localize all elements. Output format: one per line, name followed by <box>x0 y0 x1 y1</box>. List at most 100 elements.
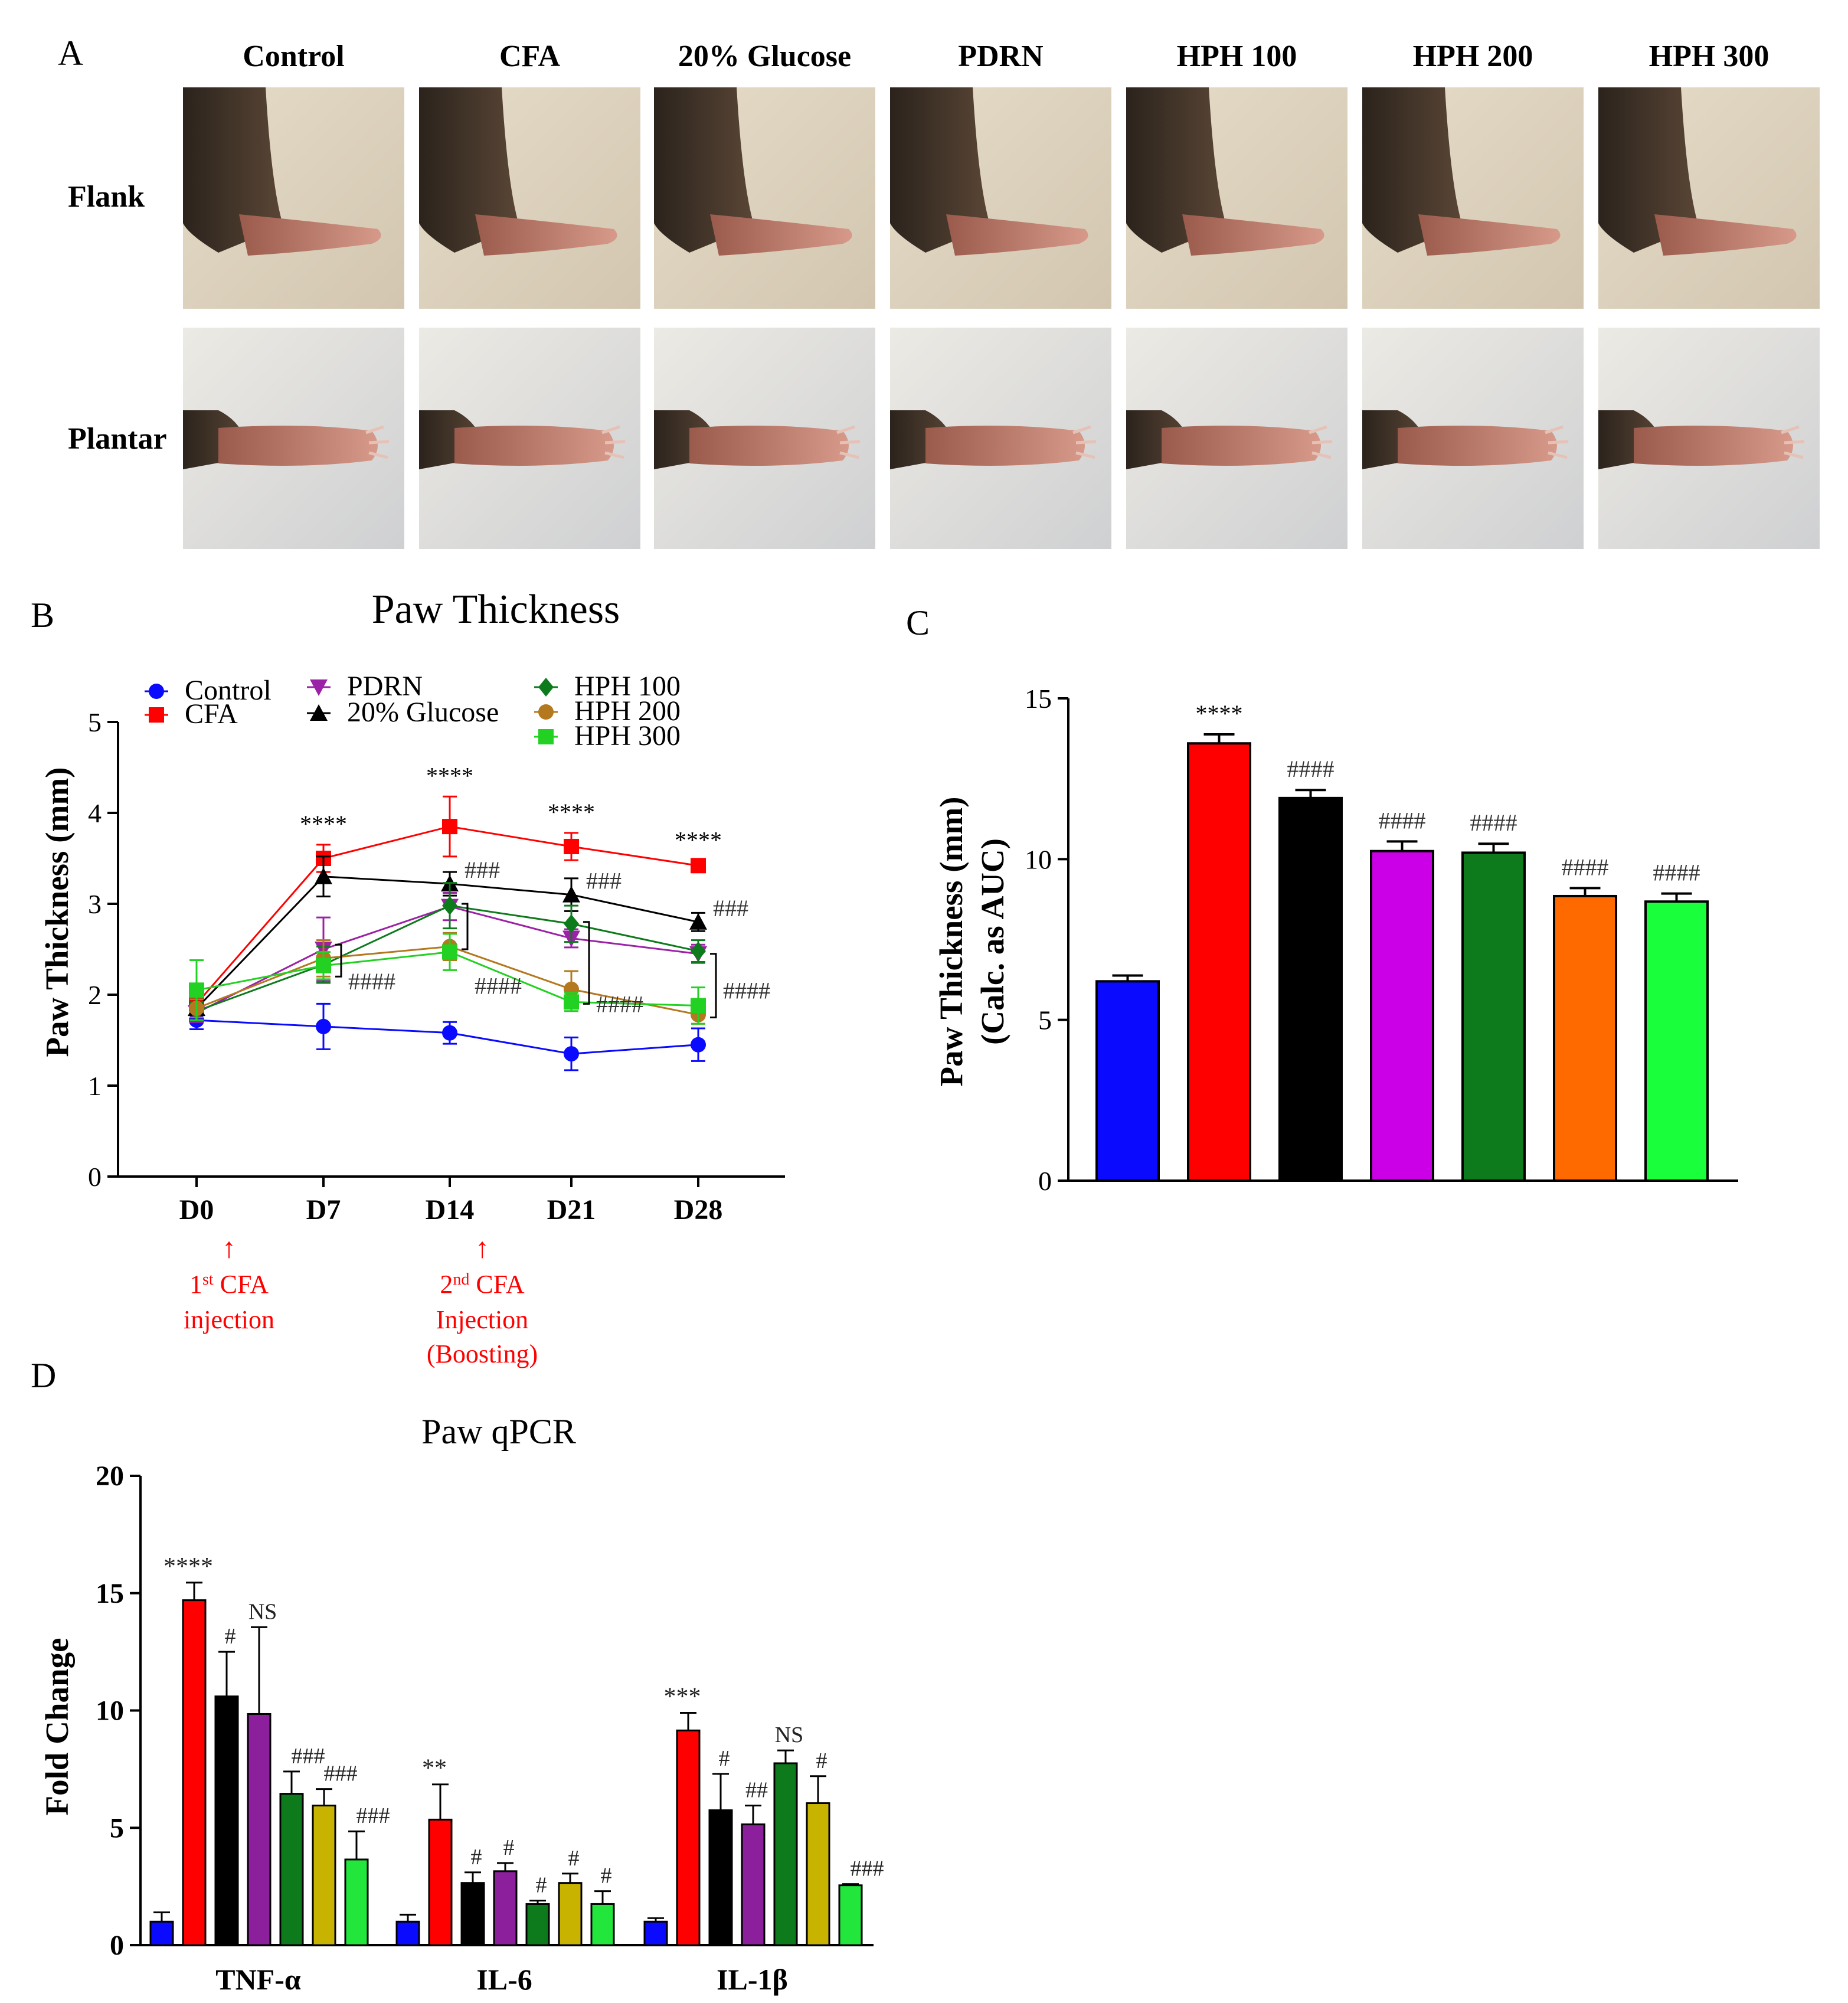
significance-label: **** <box>426 762 473 789</box>
paw-shape <box>710 214 852 256</box>
chart-c: 0 5 10 15 **** #### #### #### #### #### <box>1025 684 1738 1196</box>
x-tick-label: IL-1β <box>717 1963 788 1996</box>
data-point <box>442 896 457 916</box>
data-point <box>562 885 580 903</box>
photo-tile <box>183 87 404 309</box>
y-tick-label: 0 <box>88 1162 102 1192</box>
data-point <box>564 914 579 933</box>
data-point <box>691 1037 706 1053</box>
injection-label: (Boosting) <box>427 1339 538 1368</box>
paw-shape <box>946 214 1088 256</box>
legend-marker <box>310 679 328 696</box>
bar <box>344 1858 369 1946</box>
series-hph-300 <box>189 933 706 1025</box>
y-tick-label: 15 <box>1025 684 1052 714</box>
legend-label: CFA <box>185 698 238 730</box>
data-point <box>442 819 457 835</box>
toe-shape <box>1781 425 1805 459</box>
injection-label: Injection <box>436 1305 528 1334</box>
chart-b-ylabel: Paw Thickness (mm) <box>39 767 75 1057</box>
bar <box>395 1920 420 1946</box>
bar <box>708 1809 733 1946</box>
bar <box>773 1762 798 1946</box>
column-label: HPH 300 <box>1649 40 1769 73</box>
fur-shape <box>419 87 519 253</box>
panel-a: A Control CFA 20% Glucose PDRN HPH 100 HPH 20… <box>58 34 1820 549</box>
series-control <box>189 1002 706 1071</box>
paw-shape <box>1162 426 1321 466</box>
paw-shape <box>1398 426 1557 466</box>
significance-label: # <box>816 1749 827 1773</box>
y-tick-label: 15 <box>96 1578 124 1609</box>
significance-label: #### <box>1287 756 1335 782</box>
bar <box>838 1884 863 1946</box>
x-tick-label: IL-6 <box>476 1963 532 1996</box>
photo-tile <box>1362 87 1584 309</box>
fur-shape <box>654 87 754 253</box>
column-label: PDRN <box>958 40 1043 73</box>
bar <box>1095 980 1160 1182</box>
fur-shape <box>1126 87 1226 253</box>
significance-label: #### <box>1470 809 1517 836</box>
chart-b-annotations: ****************### ########## ###########… <box>184 762 770 1368</box>
significance-label: **** <box>1196 700 1243 727</box>
injection-arrow: ↑ <box>222 1233 236 1264</box>
significance-label: **** <box>675 827 722 854</box>
significance-label: # <box>503 1835 515 1860</box>
significance-label: ### <box>713 895 748 922</box>
legend-marker <box>538 704 554 720</box>
bar <box>676 1729 701 1946</box>
x-tick-label: D21 <box>547 1194 596 1226</box>
paw-shape <box>1418 214 1561 256</box>
photo-tile <box>1598 328 1820 549</box>
legend-label: Control <box>185 675 272 706</box>
significance-label: ### <box>292 1744 325 1769</box>
chart-d-title: Paw qPCR <box>421 1412 576 1451</box>
panel-a-label: A <box>58 34 83 73</box>
bar <box>806 1802 830 1946</box>
bar <box>1187 742 1251 1182</box>
chart-b-title: Paw Thickness <box>372 587 620 632</box>
toe-shape <box>601 425 626 459</box>
x-tick-label: TNF-α <box>215 1963 301 1996</box>
chart-d-ylabel: Fold Change <box>39 1638 75 1815</box>
column-label: HPH 200 <box>1413 40 1533 73</box>
bar <box>643 1920 668 1946</box>
significance-label: **** <box>548 799 595 825</box>
x-tick-label: D0 <box>179 1194 214 1226</box>
paw-shape <box>1634 426 1793 466</box>
data-point <box>691 942 706 961</box>
chart-c-ylabel-2: (Calc. as AUC) <box>974 838 1010 1045</box>
bar <box>460 1882 485 1946</box>
panel-d: D Paw qPCR Fold Change 05101520****#NS##… <box>31 1356 884 1996</box>
significance-label: **** <box>300 811 347 837</box>
paw-shape <box>1182 214 1324 256</box>
data-point <box>691 998 706 1014</box>
legend-marker <box>538 729 554 744</box>
injection-label: 2nd CFA <box>440 1270 525 1299</box>
y-tick-label: 0 <box>1038 1166 1052 1196</box>
bar <box>312 1804 336 1946</box>
legend-marker <box>149 707 164 723</box>
row-label: Plantar <box>68 422 167 456</box>
data-point <box>189 982 204 998</box>
y-tick-label: 0 <box>110 1930 124 1961</box>
photo-tile <box>654 328 875 549</box>
legend-marker <box>149 684 164 699</box>
bar <box>1644 900 1709 1182</box>
data-point <box>564 838 579 854</box>
row-label: Flank <box>68 180 145 214</box>
y-tick-label: 4 <box>88 798 102 828</box>
photo-tile <box>1126 328 1347 549</box>
significance-label: # <box>568 1846 580 1871</box>
toe-shape <box>1072 425 1097 459</box>
column-label: Control <box>243 40 344 73</box>
significance-label: NS <box>775 1723 804 1747</box>
paw-shape <box>239 214 381 256</box>
legend-label: HPH 200 <box>574 695 681 727</box>
x-tick-label: D14 <box>426 1194 475 1226</box>
bar <box>1553 894 1617 1182</box>
bar <box>1461 851 1526 1182</box>
photo-tile <box>890 87 1111 309</box>
